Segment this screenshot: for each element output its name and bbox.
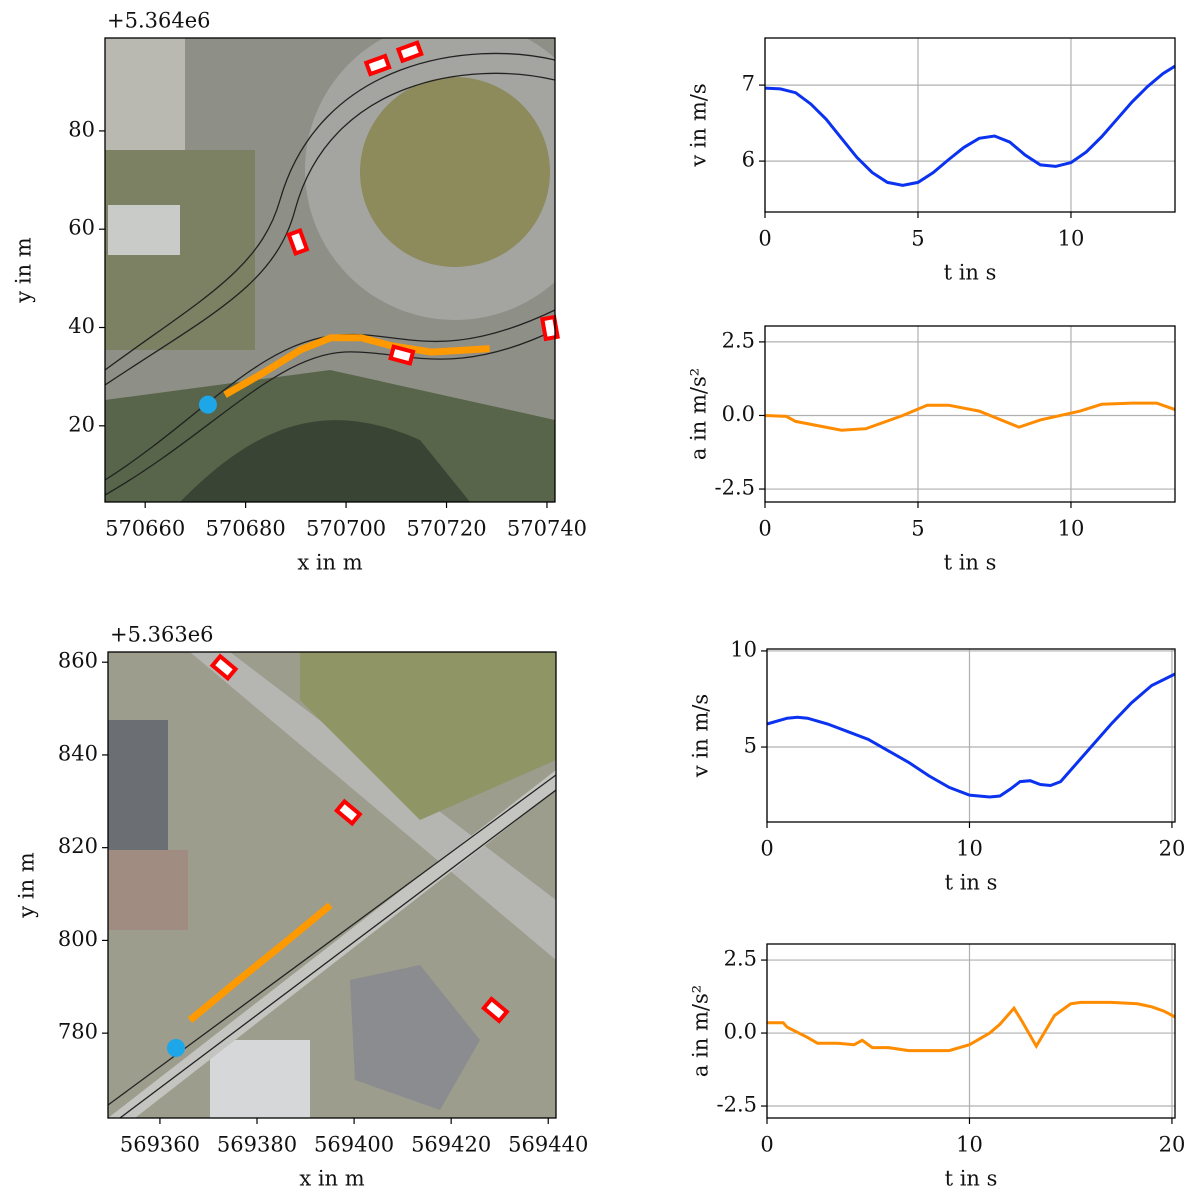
y-tick-label: 7 [742,72,755,96]
y-axis-label: v in m/s [689,694,713,778]
x-tick-label: 569440 [508,1133,588,1157]
x-tick-label: 570740 [507,517,587,541]
x-tick-label: 10 [1058,517,1085,541]
plot-frame [765,326,1175,502]
x-tick-label: 20 [1159,837,1186,861]
y-axis-label: y in m [15,852,39,918]
x-axis-label: x in m [297,551,362,575]
y-tick-label: -2.5 [715,476,756,500]
figure: 57066057068057070057072057074020406080x … [0,0,1198,1201]
y-tick-label: 80 [68,117,95,141]
x-tick-label: 0 [760,1133,773,1157]
x-tick-label: 569360 [120,1133,200,1157]
y-tick-label: 0.0 [724,1020,757,1044]
y-tick-label: 5 [744,734,757,758]
x-tick-label: 0 [760,837,773,861]
y-axis-label: y in m [12,237,36,303]
y-tick-label: 10 [730,637,757,661]
aerial-background [105,20,605,502]
plot-frame [767,944,1175,1118]
line [767,674,1175,797]
y-tick-label: 20 [68,412,95,436]
x-tick-label: 10 [1058,227,1085,251]
y-axis-label: a in m/s² [689,985,713,1077]
x-tick-label: 0 [758,227,771,251]
ego-vehicle [199,396,217,414]
x-axis-label: t in s [945,1167,998,1191]
axis-offset: +5.364e6 [107,9,211,33]
y-axis-label: v in m/s [687,83,711,167]
x-tick-label: 5 [911,227,924,251]
line [765,403,1175,430]
x-tick-label: 570680 [206,517,286,541]
vehicle [391,347,413,364]
x-tick-label: 5 [911,517,924,541]
x-tick-label: 570720 [406,517,486,541]
y-tick-label: 800 [58,927,98,951]
y-tick-label: 820 [58,834,98,858]
y-tick-label: 40 [68,314,95,338]
x-tick-label: 570700 [306,517,386,541]
y-tick-label: 840 [58,741,98,765]
y-tick-label: 0.0 [722,402,755,426]
line [765,66,1175,185]
x-tick-label: 569420 [411,1133,491,1157]
ego-vehicle [167,1039,185,1057]
x-axis-label: t in s [945,871,998,895]
axis-offset: +5.363e6 [110,623,214,647]
y-tick-label: 2.5 [722,328,755,352]
y-axis-label: a in m/s² [687,368,711,460]
y-tick-label: 6 [742,148,755,172]
y-tick-label: -2.5 [717,1093,758,1117]
x-tick-label: 10 [956,837,983,861]
y-tick-label: 780 [58,1020,98,1044]
x-tick-label: 569380 [217,1133,297,1157]
x-tick-label: 570660 [105,517,185,541]
line [767,1002,1175,1050]
x-tick-label: 569400 [314,1133,394,1157]
x-tick-label: 0 [758,517,771,541]
x-tick-label: 20 [1159,1133,1186,1157]
x-axis-label: x in m [299,1167,364,1191]
y-tick-label: 2.5 [724,947,757,971]
y-tick-label: 860 [58,649,98,673]
y-tick-label: 60 [68,216,95,240]
x-tick-label: 10 [956,1133,983,1157]
x-axis-label: t in s [944,261,997,285]
x-axis-label: t in s [944,551,997,575]
